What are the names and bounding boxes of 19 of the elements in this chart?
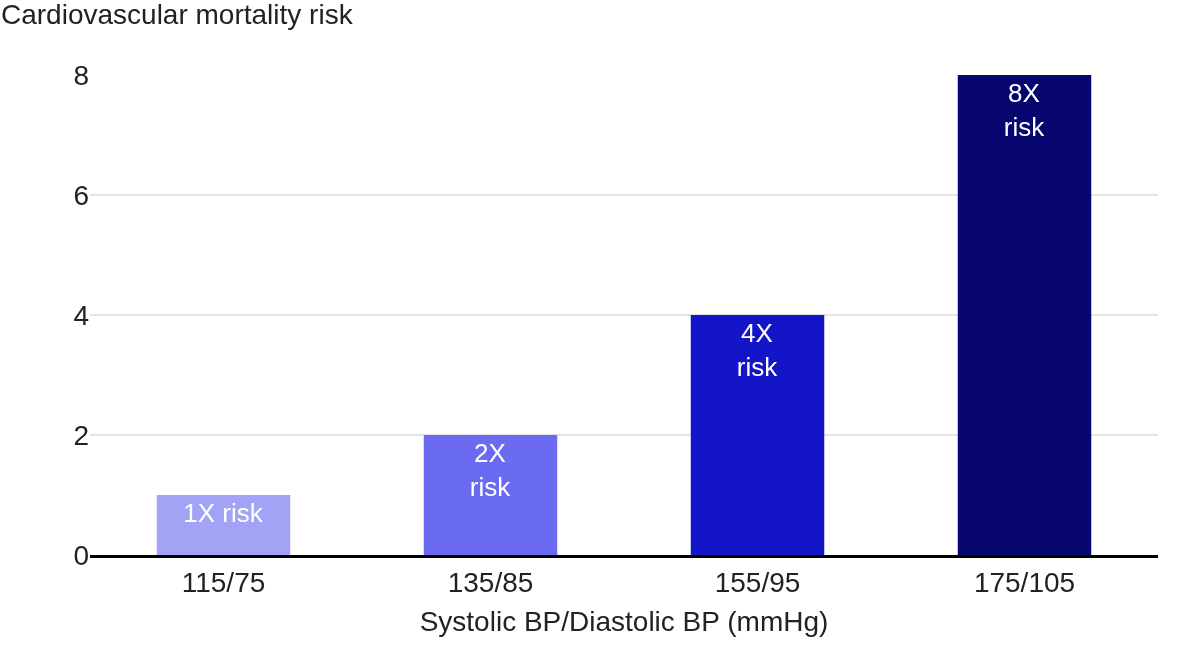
y-tick-label: 0: [73, 539, 89, 571]
x-tick-label: 155/95: [714, 566, 801, 598]
y-tick-label: 2: [73, 419, 89, 451]
y-tick-label: 6: [73, 179, 89, 211]
bar: [423, 435, 558, 555]
x-tick-label: 115/75: [181, 566, 266, 598]
y-axis-title: Cardiovascular mortality risk: [1, 0, 354, 30]
y-tick-label: 4: [73, 299, 89, 331]
bar: [156, 495, 291, 555]
x-tick-label: 135/85: [447, 566, 534, 598]
x-tick-label: 175/105: [973, 566, 1076, 598]
data-label: 1X risk: [183, 498, 264, 528]
bar: [690, 315, 825, 555]
y-tick-label: 8: [73, 59, 89, 91]
data-label: 4X risk: [736, 318, 779, 382]
data-label: 2X risk: [469, 438, 512, 502]
x-axis-title: Systolic BP/Diastolic BP (mmHg): [419, 605, 829, 637]
bar: [957, 75, 1092, 555]
data-label: 8X risk: [1003, 78, 1046, 142]
